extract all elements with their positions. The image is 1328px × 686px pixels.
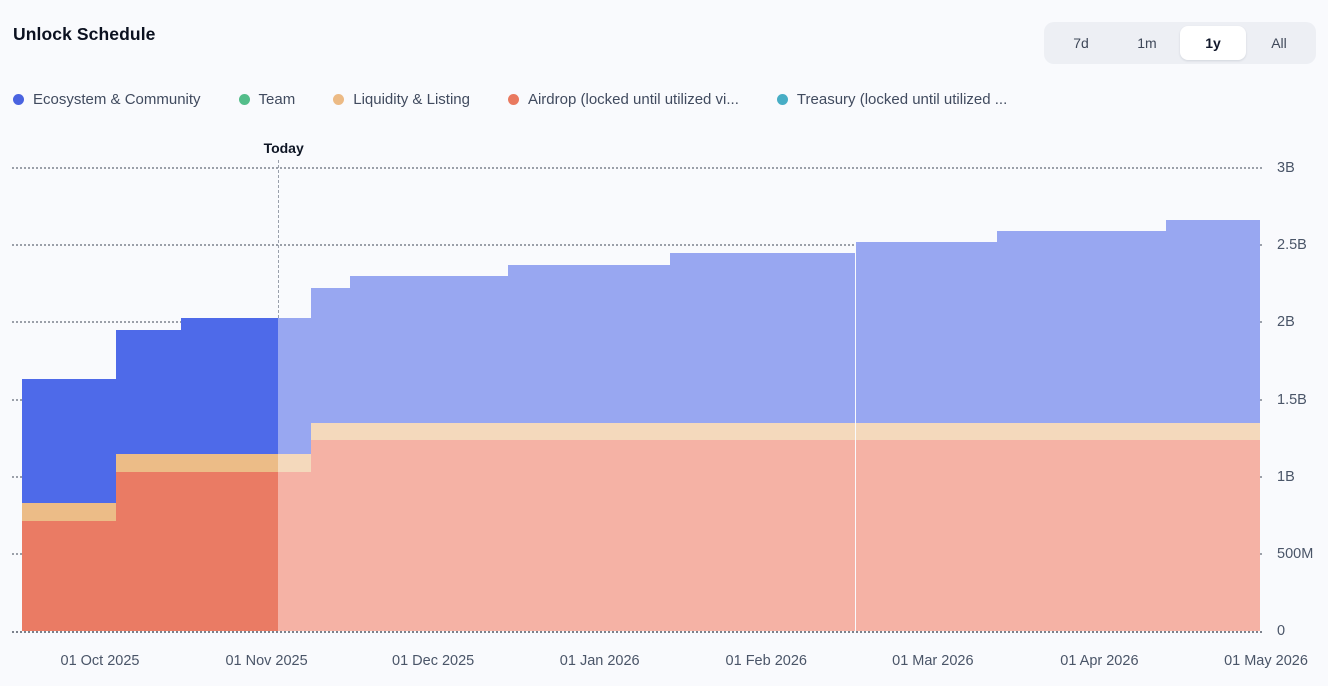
team-dot-icon	[238, 94, 250, 105]
range-option-all[interactable]: All	[1271, 35, 1287, 51]
chart-title: Unlock Schedule	[13, 24, 156, 44]
chart-segment-liquidity	[508, 422, 670, 440]
liquidity-dot-icon	[333, 94, 345, 105]
chart-segment-ecosystem	[997, 231, 1167, 423]
chart-segment-liquidity	[22, 502, 117, 522]
y-axis-label: 0	[1277, 623, 1286, 639]
range-selector: 7d 1m 1y All	[1044, 22, 1316, 64]
chart-segment-airdrop	[349, 439, 509, 631]
chart-segment-airdrop	[1166, 439, 1261, 631]
legend-label: Team	[258, 91, 296, 108]
x-axis-label: 01 Nov 2025	[225, 653, 308, 669]
legend-label: Liquidity & Listing	[353, 91, 470, 108]
x-axis-label: 01 Apr 2026	[1060, 653, 1139, 669]
legend-item-treasury[interactable]: Treasury (locked until utilized ...	[776, 91, 1008, 108]
x-axis-label: 01 Oct 2025	[60, 653, 140, 669]
chart-segment-airdrop	[22, 521, 117, 631]
chart-segment-ecosystem	[508, 265, 670, 423]
chart-segment-ecosystem	[855, 242, 998, 423]
x-axis-label: 01 Feb 2026	[725, 653, 807, 669]
legend-item-airdrop[interactable]: Airdrop (locked until utilized vi...	[507, 91, 739, 108]
legend-label: Ecosystem & Community	[33, 91, 201, 108]
today-marker-line	[277, 160, 279, 318]
gridline	[12, 167, 1262, 169]
range-option-7d[interactable]: 7d	[1073, 35, 1089, 51]
airdrop-dot-icon	[507, 94, 519, 105]
chart-segment-ecosystem	[277, 317, 311, 454]
chart-segment-liquidity	[669, 422, 856, 440]
range-option-1y[interactable]: 1y	[1180, 26, 1246, 60]
today-label: Today	[263, 140, 304, 156]
legend-label: Airdrop (locked until utilized vi...	[527, 91, 739, 108]
x-axis-label: 01 Mar 2026	[892, 653, 974, 669]
chart-segment-liquidity	[855, 422, 998, 440]
chart-segment-liquidity	[180, 453, 278, 473]
chart-segment-airdrop	[310, 439, 350, 631]
x-axis-baseline	[12, 631, 1262, 633]
legend-item-team[interactable]: Team	[238, 91, 296, 108]
chart-segment-airdrop	[508, 439, 670, 631]
x-axis-label: 01 Jan 2026	[559, 653, 640, 669]
chart-segment-airdrop	[277, 472, 311, 631]
chart-segment-airdrop	[855, 439, 998, 631]
y-axis-label: 500M	[1277, 545, 1314, 562]
ecosystem-dot-icon	[13, 94, 24, 105]
chart-segment-liquidity	[997, 422, 1167, 440]
chart-segment-ecosystem	[669, 252, 856, 423]
legend-label: Treasury (locked until utilized ...	[796, 91, 1008, 108]
x-axis-label: 01 May 2026	[1224, 653, 1308, 669]
y-axis-label: 1.5B	[1277, 391, 1307, 408]
chart-segment-ecosystem	[116, 330, 181, 454]
chart-segment-airdrop	[116, 472, 181, 631]
gridline	[12, 244, 1262, 247]
x-axis-label: 01 Dec 2025	[392, 653, 475, 669]
chart-segment-liquidity	[349, 422, 509, 440]
y-axis-label: 2B	[1277, 314, 1295, 331]
chart-segment-ecosystem	[310, 288, 350, 423]
chart-segment-ecosystem	[180, 317, 278, 454]
chart-segment-airdrop	[669, 439, 856, 631]
legend-item-liquidity[interactable]: Liquidity & Listing	[333, 91, 470, 108]
chart-segment-ecosystem	[22, 379, 117, 503]
y-axis-label: 3B	[1277, 160, 1295, 176]
y-axis-label: 2.5B	[1277, 237, 1307, 254]
chart-segment-ecosystem	[349, 276, 509, 423]
range-option-1m[interactable]: 1m	[1137, 35, 1157, 51]
legend: Ecosystem & Community Team Liquidity & L…	[13, 91, 1007, 108]
chart-segment-liquidity	[116, 453, 181, 473]
y-axis-label: 1B	[1277, 468, 1295, 485]
chart-segment-airdrop	[180, 472, 278, 631]
chart-segment-liquidity	[277, 453, 311, 473]
chart-segment-ecosystem	[1166, 220, 1261, 423]
chart-segment-liquidity	[310, 422, 350, 440]
treasury-dot-icon	[776, 94, 788, 105]
legend-item-ecosystem[interactable]: Ecosystem & Community	[13, 91, 201, 108]
chart-segment-airdrop	[997, 439, 1167, 631]
chart-segment-liquidity	[1166, 422, 1261, 440]
